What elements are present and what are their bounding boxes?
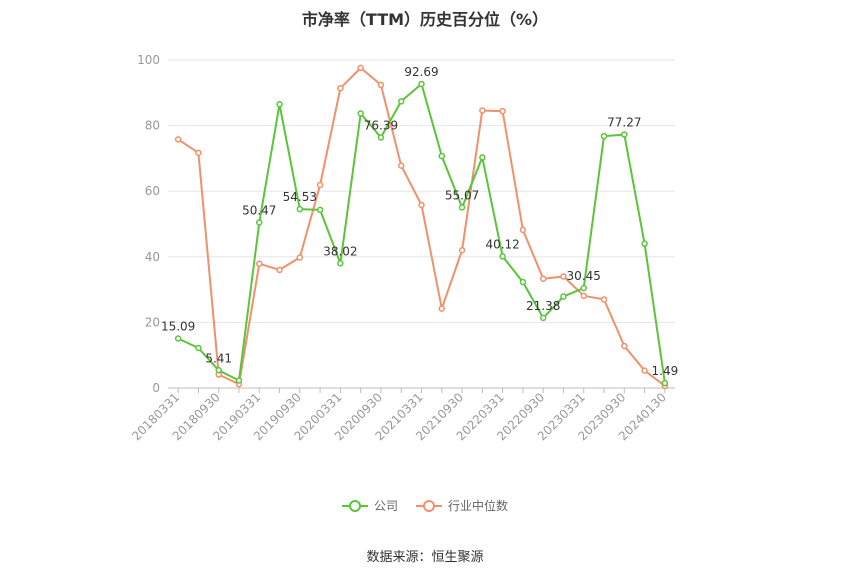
series-point — [438, 152, 446, 160]
series-point — [580, 292, 587, 300]
series-point — [621, 342, 628, 350]
series-point — [539, 314, 547, 322]
series-point — [499, 253, 506, 260]
series-point — [458, 246, 466, 254]
series-point — [580, 284, 587, 292]
series-point — [174, 335, 182, 342]
series-point — [296, 205, 304, 213]
series-point — [479, 107, 486, 114]
data-label: 92.69 — [404, 65, 438, 79]
series-layer — [174, 64, 669, 390]
series-point — [195, 344, 202, 352]
series-point — [661, 379, 669, 387]
legend-swatch-company — [341, 499, 368, 513]
legend-label-industry: 行业中位数 — [448, 499, 509, 513]
series-point — [397, 162, 405, 169]
series-point — [174, 136, 182, 143]
series-point — [256, 219, 263, 226]
label-layer: 15.09 5.41 50.47 54.53 38.02 76.39 92.69 55.07 4… — [161, 65, 678, 378]
series-point — [458, 204, 466, 211]
series-point — [397, 98, 405, 105]
series-point — [235, 377, 243, 384]
series-point — [418, 80, 425, 88]
chart-title: 市净率（TTM）历史百分位（%） — [301, 10, 549, 29]
y-tick-label: 100 — [137, 53, 160, 67]
series-point — [600, 132, 608, 140]
series-point — [438, 305, 446, 312]
series-point — [641, 367, 648, 374]
legend-label-company: 公司 — [373, 499, 398, 513]
series-point — [499, 107, 506, 115]
series-point — [195, 149, 202, 157]
series-point — [560, 273, 567, 280]
series-point — [479, 154, 486, 161]
series-point — [316, 181, 324, 189]
series-point — [641, 240, 648, 247]
series-point — [539, 275, 547, 283]
series-point — [337, 260, 344, 267]
data-label: 30.45 — [567, 269, 601, 283]
series-point — [621, 131, 628, 138]
series-point — [256, 260, 263, 267]
legend-item-industry[interactable]: 行业中位数 — [416, 497, 508, 514]
series-point — [519, 226, 527, 234]
y-tick-label: 60 — [145, 184, 160, 198]
data-label: 50.47 — [242, 203, 276, 217]
series-point — [418, 201, 425, 209]
data-label: 54.53 — [283, 190, 317, 204]
series-point — [276, 101, 283, 108]
series-point — [276, 266, 283, 274]
series-point — [316, 206, 324, 214]
data-label: 1.49 — [652, 364, 679, 378]
y-tick-label: 0 — [152, 381, 160, 395]
data-label: 15.09 — [161, 320, 195, 334]
data-label: 76.39 — [364, 118, 398, 132]
y-tick-label: 40 — [145, 250, 160, 264]
data-label: 40.12 — [485, 237, 519, 251]
axis-layer: 0204060801002018033120180930201903312019… — [129, 53, 675, 443]
series-point — [296, 254, 304, 261]
legend-swatch-industry — [416, 499, 442, 513]
series-point — [357, 64, 364, 72]
legend: 公司 行业中位数 — [0, 497, 850, 514]
data-label: 77.27 — [607, 116, 641, 130]
source-note: 数据来源：恒生聚源 — [366, 550, 484, 565]
grid-layer — [168, 59, 675, 323]
data-label: 5.41 — [205, 351, 232, 365]
series-point — [519, 278, 527, 286]
data-label: 55.07 — [445, 188, 479, 202]
series-point — [357, 110, 364, 117]
series-point — [600, 296, 608, 303]
data-label: 38.02 — [323, 244, 357, 258]
series-point — [337, 84, 344, 92]
series-point — [560, 293, 567, 300]
series-point — [377, 134, 385, 141]
y-tick-label: 80 — [145, 119, 160, 133]
y-tick-label: 20 — [145, 315, 160, 329]
data-label: 21.38 — [526, 299, 560, 313]
legend-item-company[interactable]: 公司 — [341, 497, 398, 514]
series-line — [177, 83, 666, 384]
series-point — [215, 367, 222, 374]
series-point — [377, 81, 385, 89]
